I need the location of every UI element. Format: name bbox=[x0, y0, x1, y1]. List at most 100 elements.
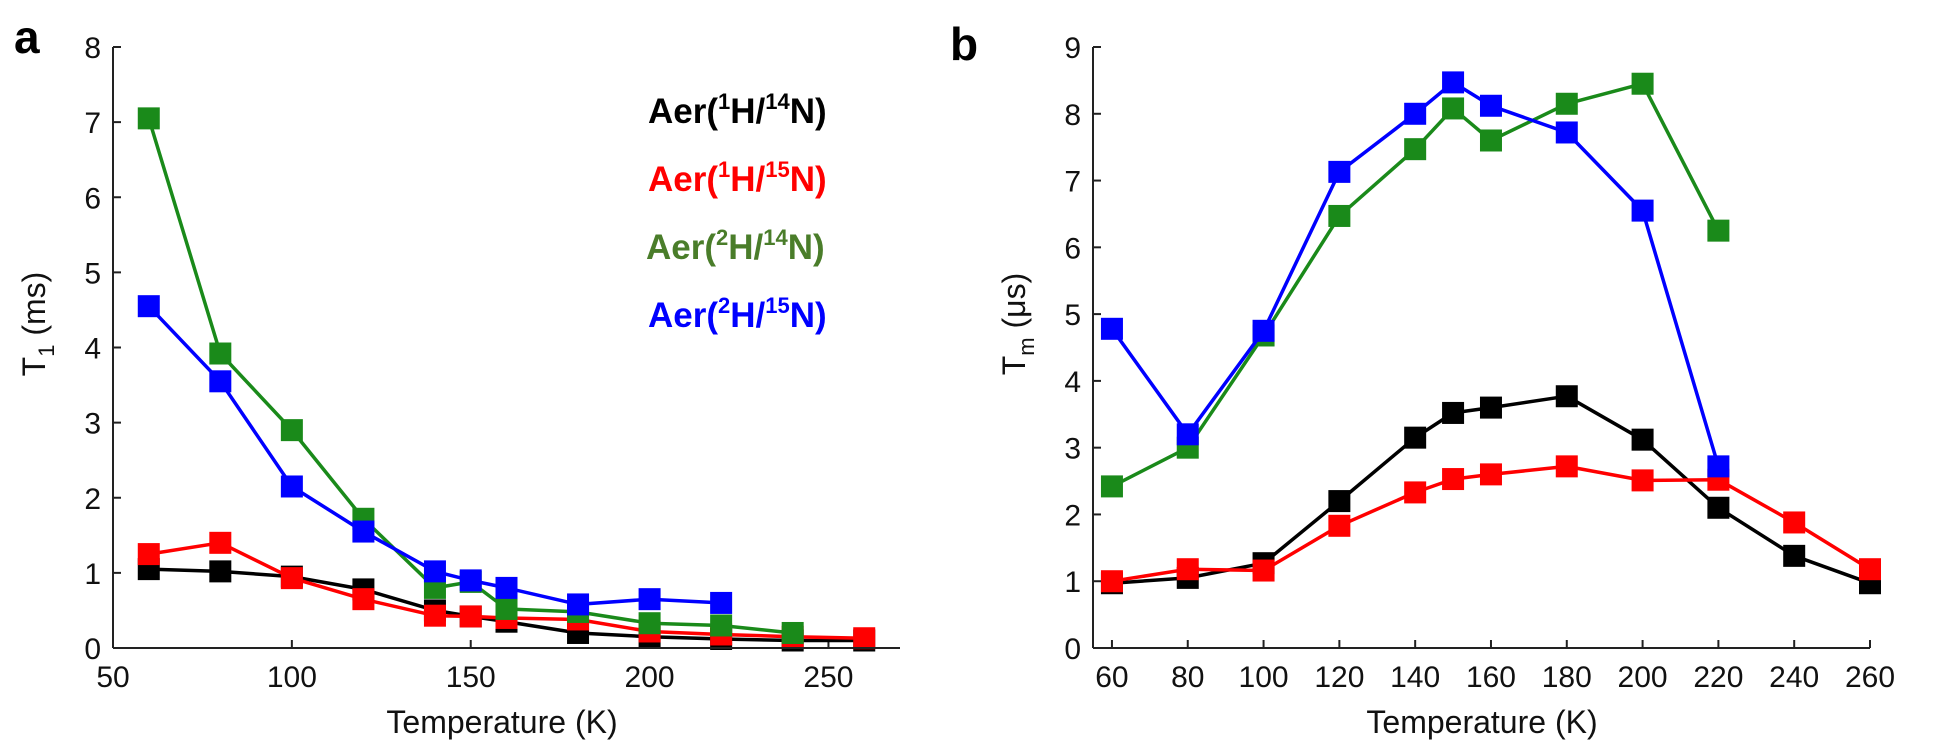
x-tick-label: 150 bbox=[446, 661, 496, 694]
panel-b-letter: b bbox=[950, 18, 978, 70]
panel-b-x-axis-label: Temperature (K) bbox=[1366, 704, 1597, 740]
panel-a-axes bbox=[112, 47, 900, 649]
series-line-aer-1h-14n bbox=[1111, 394, 1871, 585]
data-point-aer-1h-15n bbox=[209, 531, 232, 554]
x-tick-label: 260 bbox=[1845, 661, 1895, 694]
data-point-aer-2h-15n bbox=[1479, 94, 1502, 117]
data-point-aer-1h-14n bbox=[1631, 428, 1654, 451]
legend-entry-2h-15n: Aer(2H/15N) bbox=[648, 293, 827, 335]
x-tick-label: 240 bbox=[1769, 661, 1819, 694]
y-tick-label: 7 bbox=[1064, 166, 1081, 199]
y-tick-label: 8 bbox=[1064, 99, 1081, 132]
series-aer-2h-15n bbox=[1100, 71, 1730, 478]
y-tick-label: 2 bbox=[1064, 499, 1081, 532]
data-point-aer-1h-15n bbox=[1859, 558, 1881, 581]
series-line-aer-2h-15n bbox=[1110, 80, 1721, 467]
data-point-aer-1h-15n bbox=[1404, 481, 1427, 504]
panel-b-chart: b 60 80 100 120 140 160 180 200 220 240 2600123456… bbox=[950, 18, 1895, 740]
data-point-aer-2h-14n bbox=[1631, 72, 1654, 95]
x-tick-label: 160 bbox=[1466, 661, 1516, 694]
data-point-aer-1h-15n bbox=[352, 588, 375, 611]
legend-entry-2h-14n: Aer(2H/14N) bbox=[646, 225, 825, 267]
x-tick-label: 100 bbox=[1239, 661, 1289, 694]
data-point-aer-2h-14n bbox=[280, 419, 303, 442]
data-point-aer-2h-15n bbox=[137, 295, 160, 318]
data-point-aer-1h-15n bbox=[1252, 559, 1275, 582]
data-point-aer-2h-15n bbox=[710, 591, 733, 614]
data-point-aer-2h-14n bbox=[1707, 219, 1730, 242]
data-point-aer-1h-15n bbox=[1479, 463, 1502, 486]
data-point-aer-2h-15n bbox=[1404, 102, 1427, 125]
x-tick-label: 180 bbox=[1542, 661, 1592, 694]
data-point-aer-1h-14n bbox=[1328, 490, 1351, 513]
x-tick-label: 200 bbox=[625, 661, 675, 694]
panel-a-y-axis-label: T1 (ms) bbox=[16, 272, 59, 377]
data-point-aer-1h-15n bbox=[280, 567, 303, 590]
panel-b-axes bbox=[1092, 47, 1870, 649]
series-aer-1h-14n bbox=[1100, 385, 1881, 595]
data-point-aer-2h-15n bbox=[1631, 199, 1654, 222]
y-tick-label: 6 bbox=[84, 182, 101, 215]
series-aer-2h-15n bbox=[137, 295, 733, 616]
data-point-aer-1h-15n bbox=[1442, 468, 1465, 491]
data-point-aer-2h-14n bbox=[1442, 97, 1465, 120]
series-line-aer-1h-15n bbox=[1111, 464, 1871, 583]
data-point-aer-1h-14n bbox=[1707, 496, 1730, 519]
y-tick-label: 4 bbox=[1064, 366, 1081, 399]
x-tick-label: 220 bbox=[1693, 661, 1743, 694]
y-tick-label: 5 bbox=[84, 257, 101, 290]
x-tick-label: 200 bbox=[1618, 661, 1668, 694]
data-point-aer-1h-15n bbox=[1631, 469, 1654, 492]
data-point-aer-2h-14n bbox=[209, 342, 232, 365]
data-point-aer-1h-14n bbox=[1442, 401, 1465, 424]
x-tick-label: 250 bbox=[803, 661, 853, 694]
y-tick-label: 3 bbox=[1064, 433, 1081, 466]
data-point-aer-2h-15n bbox=[1328, 160, 1351, 183]
data-point-aer-1h-15n bbox=[853, 627, 876, 650]
y-tick-label: 5 bbox=[1064, 299, 1081, 332]
data-point-aer-1h-15n bbox=[459, 605, 482, 628]
data-point-aer-2h-14n bbox=[1479, 129, 1502, 152]
x-tick-label: 100 bbox=[267, 661, 317, 694]
data-point-aer-2h-15n bbox=[209, 370, 232, 393]
data-point-aer-2h-14n bbox=[495, 597, 518, 620]
series-aer-1h-15n bbox=[1100, 455, 1881, 593]
data-point-aer-1h-15n bbox=[1328, 514, 1351, 537]
data-point-aer-2h-15n bbox=[567, 593, 590, 616]
data-point-aer-2h-14n bbox=[638, 612, 661, 635]
data-point-aer-2h-14n bbox=[137, 107, 160, 130]
data-point-aer-1h-14n bbox=[1783, 544, 1806, 567]
data-point-aer-1h-15n bbox=[137, 543, 160, 566]
y-tick-label: 8 bbox=[84, 32, 101, 65]
data-point-aer-2h-14n bbox=[1404, 138, 1427, 161]
data-point-aer-2h-15n bbox=[1707, 455, 1730, 478]
data-point-aer-2h-15n bbox=[423, 560, 446, 583]
data-point-aer-2h-14n bbox=[1328, 204, 1351, 227]
y-tick-label: 1 bbox=[84, 558, 101, 591]
data-point-aer-2h-15n bbox=[1555, 121, 1578, 144]
series-line-aer-1h-14n bbox=[148, 567, 865, 643]
data-point-aer-2h-14n bbox=[1100, 475, 1123, 498]
panel-a-ticks: 50 100 150 200 250 0 1 2 3 4 5 6 7 8 bbox=[84, 32, 853, 694]
data-point-aer-2h-15n bbox=[1442, 71, 1465, 94]
legend-entry-1h-14n: Aer(1H/14N) bbox=[648, 89, 827, 131]
y-tick-label: 0 bbox=[1064, 633, 1081, 666]
x-tick-label: 80 bbox=[1171, 661, 1204, 694]
data-point-aer-1h-15n bbox=[1555, 455, 1578, 478]
legend-entry-1h-15n: Aer(1H/15N) bbox=[648, 157, 827, 199]
y-tick-label: 4 bbox=[84, 333, 101, 366]
data-point-aer-2h-15n bbox=[352, 520, 375, 543]
y-tick-label: 3 bbox=[84, 408, 101, 441]
data-point-aer-2h-14n bbox=[710, 614, 733, 637]
data-point-aer-2h-15n bbox=[280, 475, 303, 498]
data-point-aer-1h-15n bbox=[1100, 570, 1123, 593]
panel-a-series bbox=[137, 107, 876, 652]
data-point-aer-2h-14n bbox=[423, 576, 446, 599]
x-tick-label: 140 bbox=[1390, 661, 1440, 694]
data-point-aer-2h-15n bbox=[1100, 317, 1123, 340]
data-point-aer-2h-15n bbox=[459, 569, 482, 592]
data-point-aer-2h-14n bbox=[781, 621, 804, 644]
data-point-aer-1h-14n bbox=[1479, 396, 1502, 419]
panel-a-chart: a 50 100 150 200 250 0 1 2 3 4 5 6 7 8 Temperature (K… bbox=[14, 11, 900, 740]
panel-a-letter: a bbox=[14, 11, 40, 63]
